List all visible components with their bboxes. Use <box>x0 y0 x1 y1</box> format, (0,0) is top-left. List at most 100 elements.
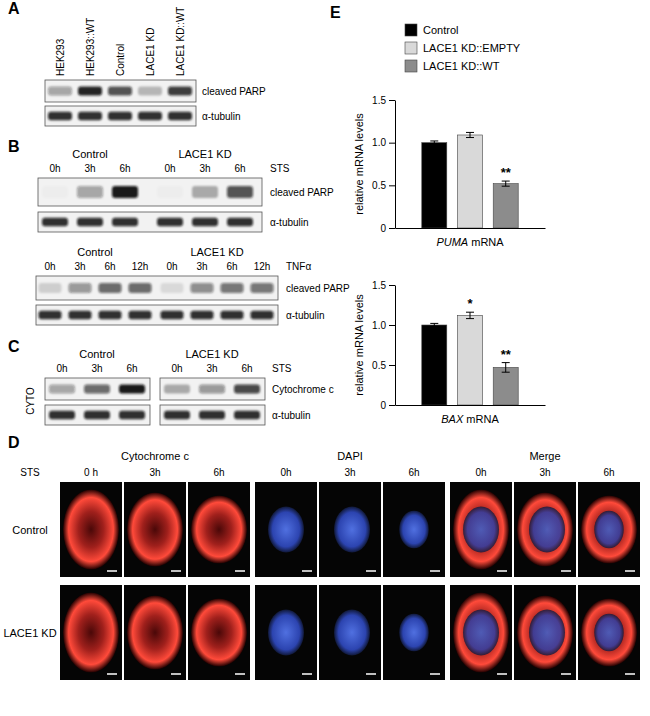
nucleus <box>463 507 499 553</box>
panel-label: C <box>8 338 20 355</box>
bar <box>458 315 483 405</box>
band <box>164 411 190 419</box>
error-cap <box>466 137 474 138</box>
cell-signal <box>581 496 637 564</box>
band <box>69 311 92 319</box>
cell-signal <box>63 593 119 673</box>
micrograph-field <box>578 482 640 577</box>
x-axis-line <box>396 405 546 406</box>
scale-bar <box>235 673 245 675</box>
micrograph-field <box>514 482 576 577</box>
significance: ** <box>501 347 512 362</box>
micrograph <box>383 585 445 680</box>
y-tick-label: 0.5 <box>372 360 386 371</box>
significance: ** <box>501 165 512 180</box>
nucleus <box>529 610 565 656</box>
time-label: 6h <box>119 163 130 174</box>
error-cap <box>466 318 474 319</box>
y-tick: 0 <box>380 400 395 411</box>
blot-row <box>45 405 265 425</box>
micrograph-field <box>450 482 512 577</box>
nucleus <box>594 614 624 652</box>
y-tick-mark <box>389 228 395 229</box>
row-label: α-tubulin <box>286 310 325 321</box>
y-tick-mark <box>389 405 395 406</box>
band <box>221 311 244 319</box>
y-tick-mark <box>389 365 395 366</box>
lane-label: HEK293::WT <box>85 18 96 76</box>
blot-row <box>45 378 265 400</box>
legend: ControlLACE1 KD::EMPTYLACE1 KD::WT <box>405 24 521 72</box>
band <box>161 283 184 293</box>
error-cap <box>430 326 438 327</box>
y-axis-line <box>395 286 396 406</box>
scale-bar <box>171 570 181 572</box>
band <box>161 311 184 319</box>
micrograph <box>319 585 381 680</box>
time-label: 3h <box>84 163 95 174</box>
band <box>221 283 244 293</box>
micrograph <box>124 585 186 680</box>
scale-bar <box>430 673 440 675</box>
channel-label: Cytochrome c <box>121 450 189 462</box>
band <box>69 283 92 293</box>
figure: AHEK293HEK293::WTControlLACE1 KDLACE1 KD… <box>0 0 650 716</box>
nucleus <box>463 610 499 656</box>
time-label: 0h <box>56 363 67 374</box>
legend-swatch <box>405 42 417 54</box>
category-label: PUMA mRNA <box>436 236 504 248</box>
blot-membrane <box>36 305 278 325</box>
time-label: 6h <box>226 261 237 272</box>
micrograph-field <box>578 585 640 680</box>
category-label-rest: mRNA <box>463 413 499 425</box>
error-bar <box>470 132 471 137</box>
micrograph <box>514 585 576 680</box>
micrograph-field <box>60 482 122 577</box>
micrograph-field <box>383 482 445 577</box>
micrograph-field <box>514 585 576 680</box>
band <box>49 411 75 419</box>
micrograph <box>383 482 445 577</box>
error-cap <box>502 362 510 363</box>
band <box>251 311 274 319</box>
category-label: BAX mRNA <box>441 413 499 425</box>
micrograph <box>450 482 512 577</box>
row-label: cleaved PARP <box>286 283 350 294</box>
time-label: 12h <box>254 261 271 272</box>
band <box>157 218 183 226</box>
cell-signal <box>63 490 119 570</box>
time-label: 3h <box>206 363 217 374</box>
band <box>192 218 218 226</box>
y-tick-mark <box>389 285 395 286</box>
band <box>77 218 103 226</box>
band <box>138 112 162 120</box>
y-tick: 0.5 <box>372 360 395 371</box>
micrograph <box>514 482 576 577</box>
cell-signal <box>453 490 509 570</box>
blot-row <box>38 212 262 232</box>
category-label-italic: PUMA <box>436 236 468 248</box>
y-tick-mark <box>389 325 395 326</box>
micrograph <box>450 585 512 680</box>
micrograph-field <box>319 585 381 680</box>
cell-signal <box>127 493 183 567</box>
error-cap <box>502 186 510 187</box>
band <box>99 311 122 319</box>
nucleus <box>268 610 304 656</box>
time-label: 6h <box>213 467 224 478</box>
micrograph-field <box>124 482 186 577</box>
band <box>199 384 225 393</box>
plot-marks <box>422 312 518 405</box>
scale-bar <box>302 673 312 675</box>
micrograph <box>188 585 250 680</box>
micrograph-field <box>383 585 445 680</box>
micrograph <box>255 585 317 680</box>
time-label: 3h <box>91 363 102 374</box>
y-tick-label: 0 <box>380 400 386 411</box>
band <box>138 86 162 95</box>
band <box>199 411 225 419</box>
y-axis-title: relative mRNA levels <box>353 113 365 215</box>
band <box>119 384 145 393</box>
band <box>39 283 62 293</box>
y-axis: 00.51.01.5 <box>372 95 395 234</box>
